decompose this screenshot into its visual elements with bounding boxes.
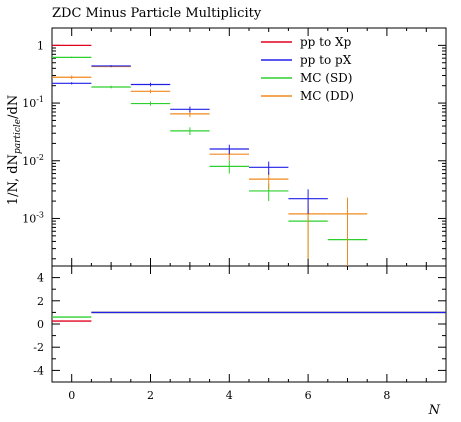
main-axes: 10-3 10-2 10-1 1	[22, 27, 447, 266]
legend-label: pp to pX	[300, 53, 352, 67]
y-tick-label: 1	[37, 39, 44, 52]
ratio-y-tick-label: 2	[37, 295, 44, 308]
legend-label: MC (DD)	[300, 89, 354, 103]
y-tick-label: 10-3	[22, 210, 44, 225]
legend-label: pp to Xp	[300, 35, 352, 49]
y-tick-label: 10-2	[22, 153, 44, 168]
ratio-y-tick-label: 4	[37, 272, 44, 285]
x-tick-label: 0	[68, 389, 75, 402]
x-tick-label: 8	[383, 389, 390, 402]
x-tick-label: 6	[305, 389, 312, 402]
main-plot-frame	[51, 27, 447, 267]
legend: pp to Xp pp to pX MC (SD) MC (DD)	[261, 35, 354, 103]
ratio-y-tick-label: 0	[37, 318, 44, 331]
x-tick-label: 4	[226, 389, 233, 402]
ratio-plot-frame	[51, 265, 447, 383]
ratio-series	[52, 311, 446, 322]
main-series	[52, 44, 368, 266]
chart-title: ZDC Minus Particle Multiplicity	[52, 6, 262, 21]
y-axis-label: 1/N, dNparticle/dN	[6, 95, 23, 205]
legend-label: MC (SD)	[300, 71, 353, 85]
ratio-y-tick-label: -2	[33, 341, 44, 354]
x-axis-label: N	[428, 403, 441, 418]
x-tick-label: 2	[147, 389, 154, 402]
y-tick-label: 10-1	[22, 95, 44, 110]
ratio-y-tick-label: -4	[33, 364, 44, 377]
